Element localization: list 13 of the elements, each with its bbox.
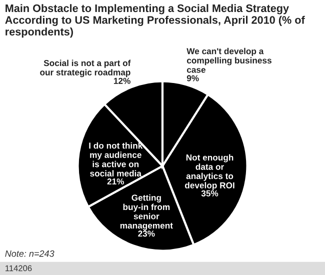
data-label: 21% bbox=[107, 178, 124, 185]
data-label: 23% bbox=[138, 230, 155, 237]
slice-label: Getting buy-in from senior management bbox=[120, 194, 173, 230]
slice-label: Not enough data or analytics to develop ROI bbox=[184, 154, 234, 190]
slice-label: I do not think my audience is active on social media bbox=[89, 142, 143, 176]
slice-label: Social is not a part of our strategic roadmap bbox=[40, 60, 131, 78]
slice-label: We can't develop a compelling business case bbox=[186, 48, 272, 73]
data-label: 35% bbox=[201, 190, 218, 196]
data-label: 12% bbox=[114, 78, 130, 84]
chart-title: Main Obstacle to Implementing a Social Media Strategy According to US Marketing Professionals, April 2010 (% of respondents) bbox=[5, 4, 305, 38]
data-label: 9% bbox=[186, 75, 199, 82]
text: Note: n=243 bbox=[5, 250, 54, 257]
text: 114206 bbox=[6, 265, 32, 272]
